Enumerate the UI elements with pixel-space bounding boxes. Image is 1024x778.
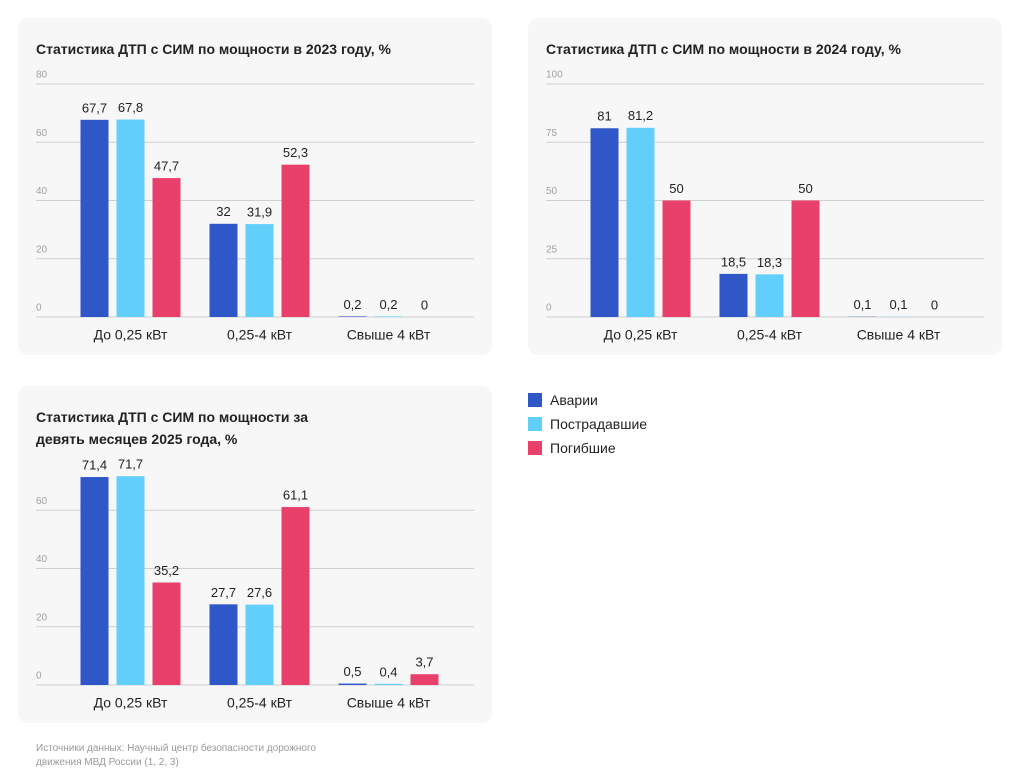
value-label: 81,2 (628, 108, 653, 123)
y-tick-label: 0 (546, 303, 552, 314)
y-tick-label: 100 (546, 70, 563, 81)
x-tick-label: До 0,25 кВт (94, 327, 168, 343)
legend-label: Погибшие (550, 440, 616, 456)
value-label: 3,7 (415, 655, 433, 670)
bar (116, 119, 145, 317)
bar (755, 274, 784, 317)
value-label: 31,9 (247, 205, 272, 220)
bar (338, 316, 367, 317)
chart-panel: Статистика ДТП с СИМ по мощности за девя… (18, 386, 492, 723)
legend-label: Пострадавшие (550, 416, 648, 432)
value-label: 18,5 (721, 254, 746, 269)
chart: 0 20 40 60 До 0,25 кВт 71,4 71,7 35,2 0,25-4 кВт… (36, 457, 474, 711)
bar (662, 200, 691, 317)
value-label: 0,2 (379, 297, 397, 312)
y-tick-label: 25 (546, 244, 558, 255)
x-tick-label: Свыше 4 кВт (347, 695, 431, 711)
value-label: 67,7 (82, 100, 107, 115)
x-tick-label: 0,25-4 кВт (227, 327, 293, 343)
value-label: 50 (798, 181, 812, 196)
bar (791, 200, 820, 317)
bar (374, 316, 403, 317)
value-label: 0 (421, 297, 428, 312)
value-label: 0,1 (889, 297, 907, 312)
y-tick-label: 75 (546, 128, 558, 139)
y-tick-label: 20 (36, 244, 48, 255)
bar (209, 604, 238, 685)
y-tick-label: 40 (36, 554, 48, 565)
value-label: 81 (597, 109, 611, 124)
bar (116, 476, 145, 685)
x-tick-label: Свыше 4 кВт (347, 327, 431, 343)
value-label: 18,3 (757, 255, 782, 270)
chart: 0 20 40 60 80 До 0,25 кВт 67,7 67,8 47,7 0,25-4 к… (36, 70, 474, 343)
value-label: 27,7 (211, 585, 236, 600)
bar (626, 127, 655, 317)
value-label: 0,1 (853, 297, 871, 312)
y-tick-label: 80 (36, 70, 48, 81)
y-tick-label: 0 (36, 671, 42, 682)
value-label: 61,1 (283, 487, 308, 502)
y-tick-label: 60 (36, 128, 48, 139)
value-label: 52,3 (283, 145, 308, 160)
legend-item: Аварии (528, 388, 647, 412)
legend-swatch (528, 417, 542, 431)
source-note: Источники данных: Научный центр безопасн… (36, 743, 316, 768)
y-tick-label: 40 (36, 186, 48, 197)
bar (281, 164, 310, 317)
bar (590, 128, 619, 317)
value-label: 32 (216, 204, 230, 219)
bar (80, 119, 109, 317)
legend-swatch (528, 393, 542, 407)
value-label: 71,4 (82, 457, 107, 472)
chart-title: Статистика ДТП с СИМ по мощности в 2023 … (36, 41, 391, 57)
chart: 0 25 50 75 100 До 0,25 кВт 81 81,2 50 0,25-4 кВт 1… (546, 70, 984, 343)
bar (80, 477, 109, 685)
bar (245, 224, 274, 317)
y-tick-label: 0 (36, 303, 42, 314)
value-label: 71,7 (118, 457, 143, 472)
bar (374, 683, 403, 685)
x-tick-label: Свыше 4 кВт (857, 327, 941, 343)
value-label: 27,6 (247, 585, 272, 600)
bar (338, 683, 367, 685)
legend-item: Погибшие (528, 436, 647, 460)
chart-title: Статистика ДТП с СИМ по мощности в 2024 … (546, 41, 901, 57)
value-label: 0,4 (379, 664, 397, 679)
x-tick-label: 0,25-4 кВт (737, 327, 803, 343)
value-label: 50 (669, 181, 683, 196)
chart-title: Статистика ДТП с СИМ по мощности за девя… (36, 409, 308, 447)
chart-panel: Статистика ДТП с СИМ по мощности в 2024 … (528, 18, 1002, 355)
x-tick-label: 0,25-4 кВт (227, 695, 293, 711)
x-tick-label: До 0,25 кВт (604, 327, 678, 343)
value-label: 0 (931, 297, 938, 312)
x-tick-label: До 0,25 кВт (94, 695, 168, 711)
value-label: 35,2 (154, 563, 179, 578)
value-label: 67,8 (118, 100, 143, 115)
value-label: 0,2 (343, 297, 361, 312)
y-tick-label: 20 (36, 612, 48, 623)
chart-panel: Статистика ДТП с СИМ по мощности в 2023 … (18, 18, 492, 355)
y-tick-label: 60 (36, 496, 48, 507)
bar (209, 223, 238, 317)
bar (152, 582, 181, 685)
legend-swatch (528, 441, 542, 455)
y-tick-label: 50 (546, 186, 558, 197)
bar (245, 604, 274, 685)
legend: Аварии Пострадавшие Погибшие (528, 388, 647, 460)
bar (410, 674, 439, 685)
bar (281, 507, 310, 685)
value-label: 0,5 (343, 664, 361, 679)
bar (152, 178, 181, 317)
value-label: 47,7 (154, 159, 179, 174)
legend-label: Аварии (550, 392, 598, 408)
legend-item: Пострадавшие (528, 412, 647, 436)
bar (719, 273, 748, 317)
